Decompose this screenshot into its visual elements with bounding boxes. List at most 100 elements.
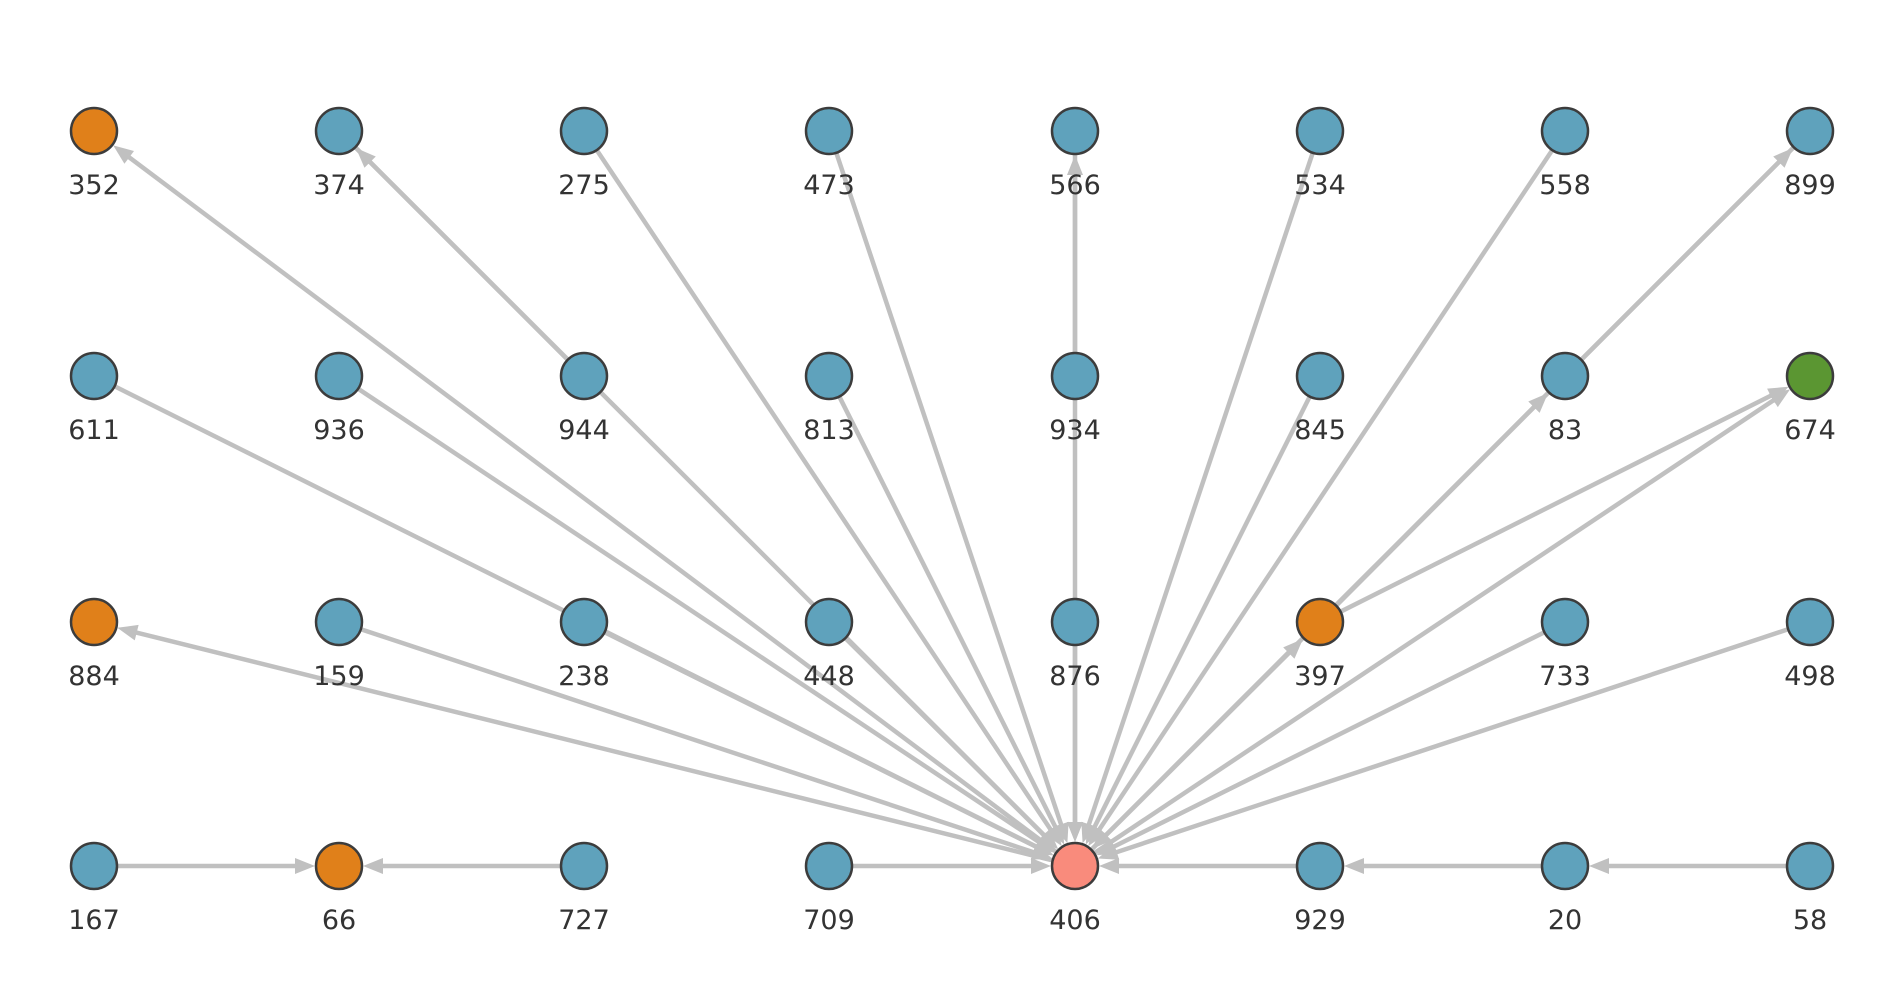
arrowhead (1048, 823, 1065, 845)
node-83[interactable]: 83 (1540, 351, 1590, 446)
edge-727-66 (363, 858, 561, 874)
node-611[interactable]: 611 (68, 351, 120, 446)
arrowhead (1283, 638, 1303, 659)
node-944[interactable]: 944 (558, 351, 610, 446)
node-534[interactable]: 534 (1294, 106, 1346, 201)
node-circle[interactable] (69, 841, 119, 891)
node-circle[interactable] (1050, 106, 1100, 156)
edge-709-406 (852, 858, 1051, 874)
node-934[interactable]: 934 (1049, 351, 1101, 446)
node-circle[interactable] (1785, 841, 1835, 891)
node-circle[interactable] (1540, 597, 1590, 647)
node-674[interactable]: 674 (1784, 351, 1836, 446)
node-circle[interactable] (559, 106, 609, 156)
node-circle[interactable] (1295, 841, 1345, 891)
node-label: 66 (322, 905, 356, 936)
node-circle[interactable] (314, 597, 364, 647)
edge-line (356, 386, 1042, 845)
node-66[interactable]: 66 (314, 841, 364, 936)
node-circle[interactable] (314, 106, 364, 156)
node-876[interactable]: 876 (1049, 597, 1101, 692)
edge-159-406 (360, 627, 1053, 860)
arrowhead (1031, 858, 1051, 874)
node-label: 352 (68, 170, 120, 201)
node-label: 159 (313, 661, 365, 692)
node-label: 727 (558, 905, 610, 936)
edge-line (1091, 395, 1312, 830)
edge-934-566 (1067, 155, 1083, 353)
node-circle[interactable] (69, 597, 119, 647)
node-circle[interactable] (69, 106, 119, 156)
arrowhead (1773, 147, 1794, 168)
node-936[interactable]: 936 (313, 351, 365, 446)
edge-line (1339, 392, 1774, 614)
node-473[interactable]: 473 (803, 106, 855, 201)
node-20[interactable]: 20 (1540, 841, 1590, 936)
edge-line (603, 630, 1039, 850)
node-884[interactable]: 884 (68, 597, 120, 692)
node-566[interactable]: 566 (1049, 106, 1101, 201)
edge-line (1089, 650, 1292, 852)
node-406[interactable]: 406 (1049, 841, 1101, 936)
node-circle[interactable] (804, 106, 854, 156)
node-label: 733 (1539, 661, 1591, 692)
node-727[interactable]: 727 (558, 841, 610, 936)
node-circle[interactable] (1540, 351, 1590, 401)
node-circle[interactable] (1295, 597, 1345, 647)
node-899[interactable]: 899 (1784, 106, 1836, 201)
node-circle[interactable] (1295, 351, 1345, 401)
edge-line (1086, 152, 1315, 827)
node-159[interactable]: 159 (313, 597, 365, 692)
node-circle[interactable] (559, 841, 609, 891)
node-circle[interactable] (1050, 351, 1100, 401)
node-circle[interactable] (559, 597, 609, 647)
node-733[interactable]: 733 (1539, 597, 1591, 692)
arrowhead (1067, 822, 1083, 842)
node-label: 58 (1793, 905, 1827, 936)
node-275[interactable]: 275 (558, 106, 610, 201)
node-circle[interactable] (804, 841, 854, 891)
node-circle[interactable] (1295, 106, 1345, 156)
node-circle[interactable] (314, 351, 364, 401)
node-circle[interactable] (804, 597, 854, 647)
edge-167-66 (117, 858, 315, 874)
node-circle[interactable] (1785, 351, 1835, 401)
arrowhead (1032, 839, 1054, 856)
node-circle[interactable] (1785, 597, 1835, 647)
edge-929-406 (1099, 858, 1297, 874)
node-352[interactable]: 352 (68, 106, 120, 201)
node-167[interactable]: 167 (68, 841, 120, 936)
node-circle[interactable] (1540, 106, 1590, 156)
edge-944-374 (355, 147, 570, 362)
node-circle[interactable] (1050, 841, 1100, 891)
node-circle[interactable] (1540, 841, 1590, 891)
node-label: 448 (803, 661, 855, 692)
edge-line (126, 154, 1058, 855)
node-929[interactable]: 929 (1294, 841, 1346, 936)
node-circle[interactable] (314, 841, 364, 891)
node-374[interactable]: 374 (313, 106, 365, 201)
edges-layer (113, 145, 1796, 874)
node-845[interactable]: 845 (1294, 351, 1346, 446)
node-label: 813 (803, 415, 855, 446)
edge-line (134, 629, 1054, 863)
node-498[interactable]: 498 (1784, 597, 1836, 692)
edge-473-406 (834, 152, 1069, 844)
node-813[interactable]: 813 (803, 351, 855, 446)
node-circle[interactable] (69, 351, 119, 401)
node-558[interactable]: 558 (1539, 106, 1591, 201)
edge-line (594, 148, 1054, 833)
node-label: 167 (68, 905, 120, 936)
node-circle[interactable] (559, 351, 609, 401)
node-circle[interactable] (1785, 106, 1835, 156)
node-448[interactable]: 448 (803, 597, 855, 692)
node-709[interactable]: 709 (803, 841, 855, 936)
arrowhead (1097, 844, 1120, 860)
node-238[interactable]: 238 (558, 597, 610, 692)
arrowhead (295, 858, 315, 874)
node-397[interactable]: 397 (1294, 597, 1346, 692)
node-58[interactable]: 58 (1785, 841, 1835, 936)
node-circle[interactable] (804, 351, 854, 401)
node-circle[interactable] (1050, 597, 1100, 647)
node-label: 845 (1294, 415, 1346, 446)
